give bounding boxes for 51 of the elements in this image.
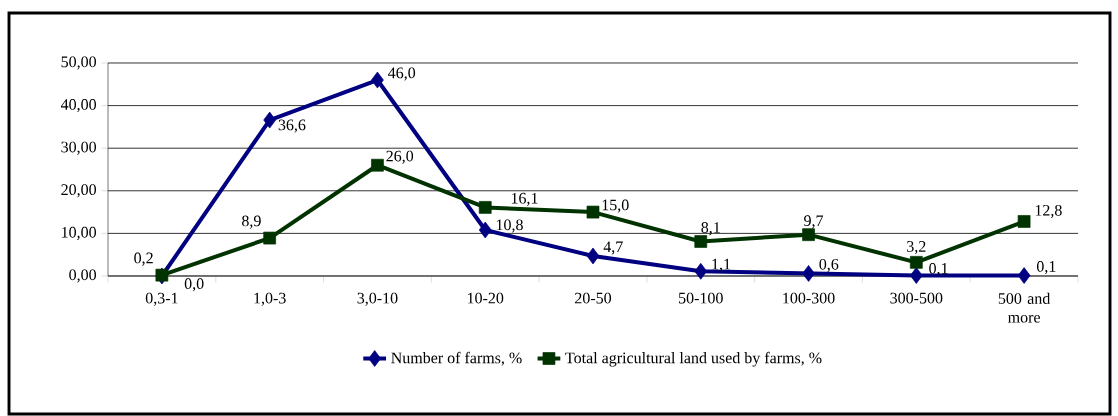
point [802, 228, 815, 242]
y-tick-label: 40,00 [60, 99, 97, 113]
y-tick-label: 30,00 [61, 141, 97, 155]
data-label: 8,1 [701, 222, 720, 236]
y-tick-label: 50,00 [61, 56, 97, 70]
legend-label: Number of farms, % [391, 351, 522, 366]
y-tick-label: 0,00 [69, 269, 97, 283]
point [371, 158, 384, 172]
data-label: 36,6 [278, 119, 306, 133]
data-label: 8,9 [242, 215, 261, 229]
data-label: 16,1 [511, 192, 538, 206]
point [1017, 215, 1031, 228]
point [263, 231, 277, 245]
y-tick-label: 20,00 [61, 184, 97, 198]
x-tick-label: 3,0-10 [357, 292, 398, 306]
x-tick-label: 1,0-3 [254, 292, 286, 306]
point [586, 247, 600, 265]
point [1017, 267, 1031, 284]
data-label: 0,0 [184, 278, 204, 292]
point [478, 221, 492, 239]
data-label: 0,2 [134, 252, 153, 266]
x-tick-label: 300-500 [890, 292, 943, 304]
point [694, 235, 708, 248]
data-label: 12,8 [1035, 204, 1062, 219]
point [586, 205, 600, 219]
data-label: 1,1 [712, 258, 731, 272]
x-tick-label: 10-20 [467, 292, 504, 304]
data-label: 15,0 [602, 199, 629, 213]
x-tick-label: 20-50 [575, 292, 612, 304]
point [694, 262, 708, 280]
point [371, 71, 384, 89]
point [909, 256, 923, 269]
x-tick-label: 500 and more [998, 292, 1051, 323]
data-label: 0,1 [1036, 261, 1056, 275]
data-label: 3,2 [907, 241, 926, 255]
point [263, 111, 277, 129]
data-label: 9,7 [804, 215, 824, 229]
x-tick-label: 0,3-1 [145, 292, 178, 306]
data-label: 4,7 [603, 241, 623, 255]
x-tick-label: 100-300 [783, 292, 835, 304]
data-label: 10,8 [496, 219, 523, 233]
x-tick-label: 50-100 [679, 292, 723, 304]
data-label: 0,1 [929, 263, 948, 277]
point [478, 201, 492, 214]
data-label: 46,0 [388, 67, 416, 81]
point [802, 265, 815, 282]
data-label: 26,0 [386, 150, 414, 164]
y-tick-label: 10,00 [62, 226, 97, 240]
point [909, 267, 923, 284]
data-label: 0,6 [819, 258, 839, 272]
legend-label: Total agricultural land used by farms, % [565, 351, 822, 367]
